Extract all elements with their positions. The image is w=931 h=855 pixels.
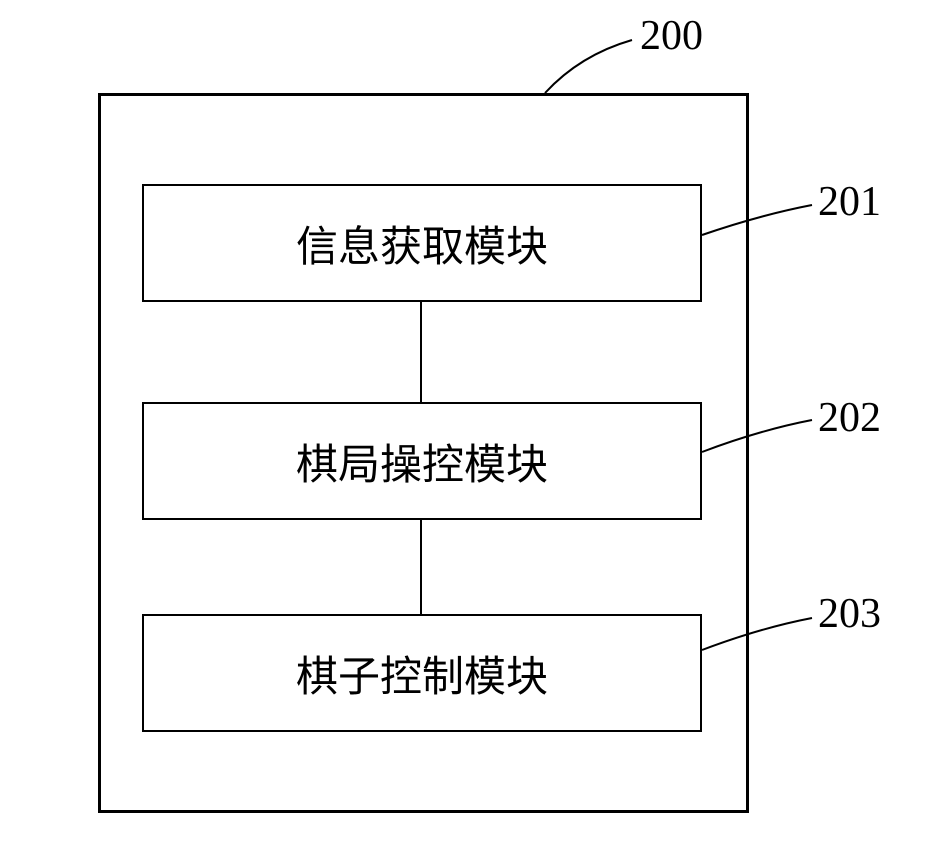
- diagram-canvas: 信息获取模块 棋局操控模块 棋子控制模块 200 201 202 203: [0, 0, 931, 855]
- leader-203: [0, 0, 931, 855]
